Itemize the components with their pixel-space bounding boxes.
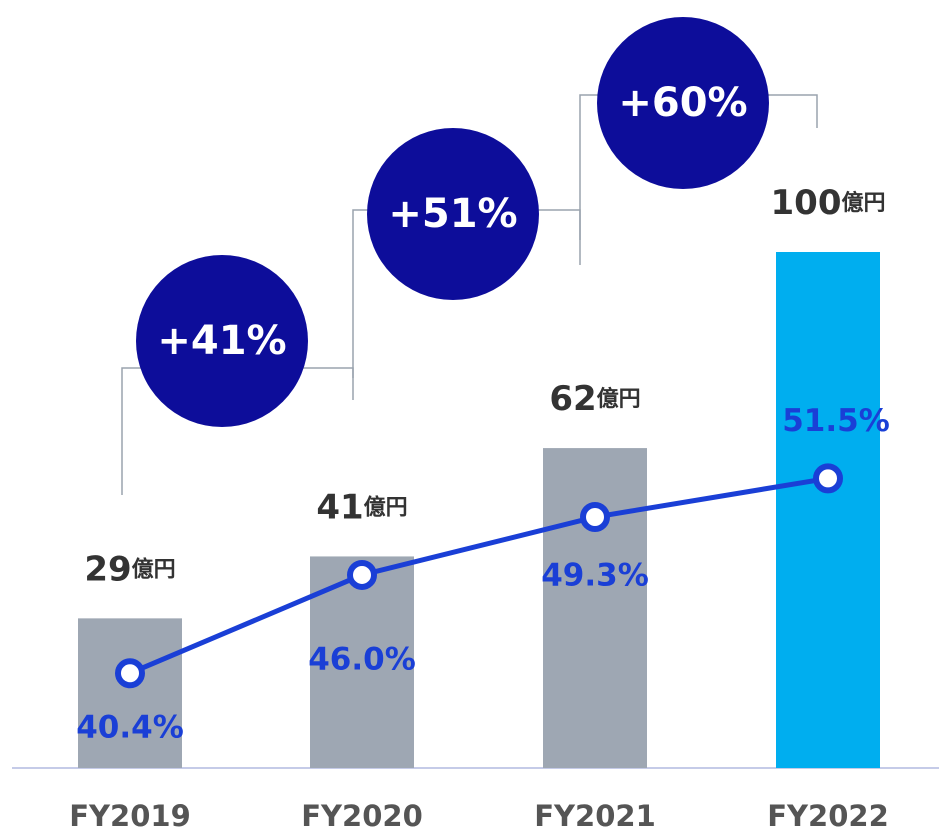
line-point	[347, 559, 377, 590]
value: 29	[84, 549, 131, 589]
x-tick-label: FY2020	[301, 799, 423, 833]
bar-value-label: 29億円	[84, 549, 175, 589]
line-point	[115, 658, 145, 689]
growth-badge	[367, 128, 539, 300]
bar	[776, 252, 880, 768]
x-tick-label: FY2019	[69, 799, 191, 833]
bar-value-label: 62億円	[549, 379, 640, 419]
growth-badge	[597, 17, 769, 189]
growth-label: +51%	[388, 191, 517, 237]
line	[129, 475, 829, 676]
bar	[543, 448, 647, 768]
line-value-label: 51.5%	[782, 403, 890, 439]
value: 62	[549, 379, 596, 419]
value: 100	[771, 183, 842, 223]
bar	[78, 618, 182, 768]
unit: 億円	[841, 190, 885, 216]
unit: 億円	[132, 556, 176, 582]
line-value-label: 46.0%	[308, 641, 416, 677]
line-point	[580, 502, 610, 533]
bar-value-label: 41億円	[316, 487, 407, 527]
value: 41	[316, 487, 363, 527]
growth-badge	[136, 255, 308, 427]
growth-label: +60%	[618, 80, 747, 126]
unit: 億円	[597, 386, 641, 412]
line-value-label: 49.3%	[541, 558, 649, 594]
growth-label: +41%	[157, 318, 286, 364]
line-point	[813, 463, 843, 494]
x-tick-label: FY2022	[767, 799, 889, 833]
unit: 億円	[364, 494, 408, 520]
x-tick-label: FY2021	[534, 799, 656, 833]
bar-value-label: 100億円	[771, 183, 886, 223]
line-value-label: 40.4%	[76, 710, 184, 746]
